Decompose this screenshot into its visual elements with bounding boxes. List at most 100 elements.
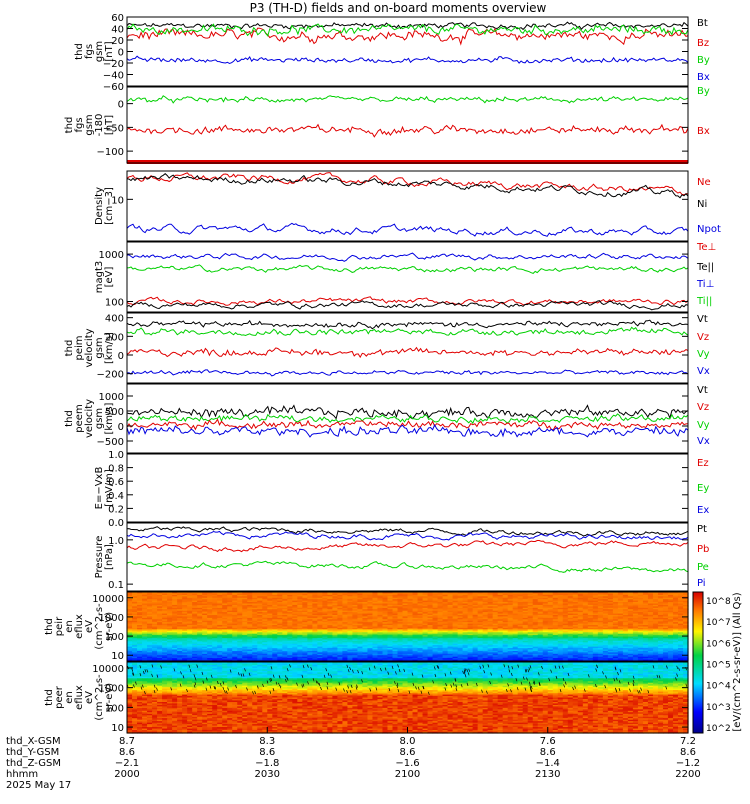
x-tick-label: 8.6: [400, 747, 416, 758]
y-tick-label: 10000: [92, 664, 124, 675]
series-peem_velocity-Vx: [127, 425, 688, 437]
series-fgs-Bx: [127, 56, 688, 63]
x-tick-label: 2100: [395, 769, 420, 780]
panel-peer_spectrogram: [127, 662, 689, 734]
legend-entry: Vx: [697, 436, 710, 447]
colorbar-tick-label: 10^3: [706, 703, 731, 713]
y-tick-label: 1000: [99, 392, 124, 403]
series-fgs_rot-By: [127, 96, 688, 103]
panel-fgs: [127, 17, 688, 86]
legend-entry: Ne: [697, 177, 711, 188]
y-tick-label: 40: [111, 25, 124, 36]
panel-efield: [127, 454, 688, 522]
x-tick-label: 8.0: [400, 736, 416, 747]
legend-entry: Vx: [697, 366, 710, 377]
legend-entry: Bz: [697, 38, 709, 49]
series-peim_velocity-Vx: [127, 370, 688, 376]
legend-entry: Vy: [697, 349, 710, 360]
y-tick-label: 10: [111, 651, 124, 662]
x-tick-label: 7.6: [540, 736, 556, 747]
series-density-Ne: [127, 173, 688, 195]
y-axis-label: [km/s]: [104, 402, 115, 434]
y-axis-label: [mV/m]: [104, 469, 115, 507]
x-tick-label: 8.3: [259, 736, 275, 747]
legend-entry: By: [697, 55, 710, 66]
y-tick-label: 10: [111, 723, 124, 734]
legend-entry: Bt: [697, 18, 708, 29]
y-tick-label: 0: [118, 100, 124, 111]
y-axis-label: sr-eV): [104, 683, 115, 712]
y-tick-label: −500: [97, 437, 124, 448]
series-density-Npot: [127, 223, 688, 236]
x-axis-row-label: thd_Y-GSM: [6, 747, 59, 758]
x-tick-label: −1.4: [536, 758, 560, 769]
y-axis-label: [nT]: [104, 41, 115, 61]
x-tick-label: 2130: [535, 769, 560, 780]
y-tick-label: −60: [103, 82, 124, 93]
legend-entry: Pb: [697, 544, 709, 555]
y-tick-label: 10000: [92, 594, 124, 605]
x-tick-label: 8.6: [119, 747, 135, 758]
y-tick-label: 60: [111, 13, 124, 24]
series-density-Ni: [127, 174, 688, 198]
y-axis-label: sr-eV): [104, 612, 115, 641]
y-tick-label: 0: [118, 48, 124, 59]
y-tick-label: 1.0: [108, 450, 124, 461]
x-tick-label: −1.2: [676, 758, 700, 769]
legend-entry: Te⊥: [696, 242, 716, 253]
colorbar-tick-label: 10^5: [706, 661, 731, 671]
y-axis-label: [eV]: [104, 267, 115, 288]
colorbar-label: [eV/(cm^2-s-sr-eV)] (All Qs): [732, 592, 743, 731]
legend-entry: Vt: [697, 314, 708, 325]
legend-entry: Vz: [697, 332, 709, 343]
legend-entry: Vz: [697, 402, 709, 413]
legend-entry: Pi: [697, 578, 706, 589]
y-tick-label: 0.0: [108, 518, 124, 529]
x-tick-label: −2.1: [115, 758, 139, 769]
colorbar-tick-label: 10^8: [706, 597, 731, 607]
plot-title: P3 (TH-D) fields and on-board moments ov…: [250, 1, 547, 15]
panel-peir_spectrogram: [127, 592, 689, 662]
legend-entry: Npot: [697, 224, 721, 235]
legend-entry: Te||: [696, 262, 714, 273]
legend-entry: Ti⊥: [696, 279, 714, 290]
x-tick-label: 8.7: [119, 736, 135, 747]
colorbar-tick-label: 10^4: [706, 682, 731, 692]
series-peim_velocity-Vt: [127, 320, 688, 329]
colorbar-tick-label: 10^7: [706, 618, 731, 628]
legend-entry: Ex: [697, 505, 709, 516]
y-tick-label: 400: [105, 314, 124, 325]
x-tick-label: 7.2: [680, 736, 696, 747]
legend-entry: Pe: [697, 562, 709, 573]
x-tick-label: 8.6: [540, 747, 556, 758]
series-pressure-Pe: [127, 561, 688, 572]
legend-entry: Bx: [697, 72, 710, 83]
panel-density: [127, 171, 688, 241]
y-tick-label: −40: [103, 71, 124, 82]
y-tick-label: 100: [105, 297, 124, 308]
panel-peim_velocity: [127, 313, 688, 383]
panel-fgs_rot: [127, 87, 688, 164]
legend-entry: Pt: [697, 524, 707, 535]
x-tick-label: −1.8: [255, 758, 279, 769]
x-axis-row-label: thd_X-GSM: [6, 736, 61, 747]
legend-entry: Vt: [697, 385, 708, 396]
date-label: 2025 May 17: [6, 780, 71, 791]
y-tick-label: −200: [97, 370, 124, 381]
y-axis-label: [nPa]: [104, 544, 115, 570]
legend-entry: Vy: [697, 420, 710, 431]
y-tick-label: 1000: [99, 250, 124, 261]
colorbar-tick-label: 10^6: [706, 639, 731, 649]
legend-entry: Ni: [697, 199, 707, 210]
legend-entry: By: [697, 86, 710, 97]
series-fgs_rot-Bx: [127, 125, 688, 137]
panel-frame: [127, 454, 688, 522]
panel-temperature: [127, 242, 688, 312]
y-tick-label: 0: [118, 351, 124, 362]
series-temperature-Ti||: [127, 265, 688, 274]
y-tick-label: 0.1: [108, 580, 124, 591]
legend-entry: Ti||: [696, 296, 712, 307]
legend-entry: Ez: [697, 458, 709, 469]
x-tick-label: 2200: [675, 769, 700, 780]
